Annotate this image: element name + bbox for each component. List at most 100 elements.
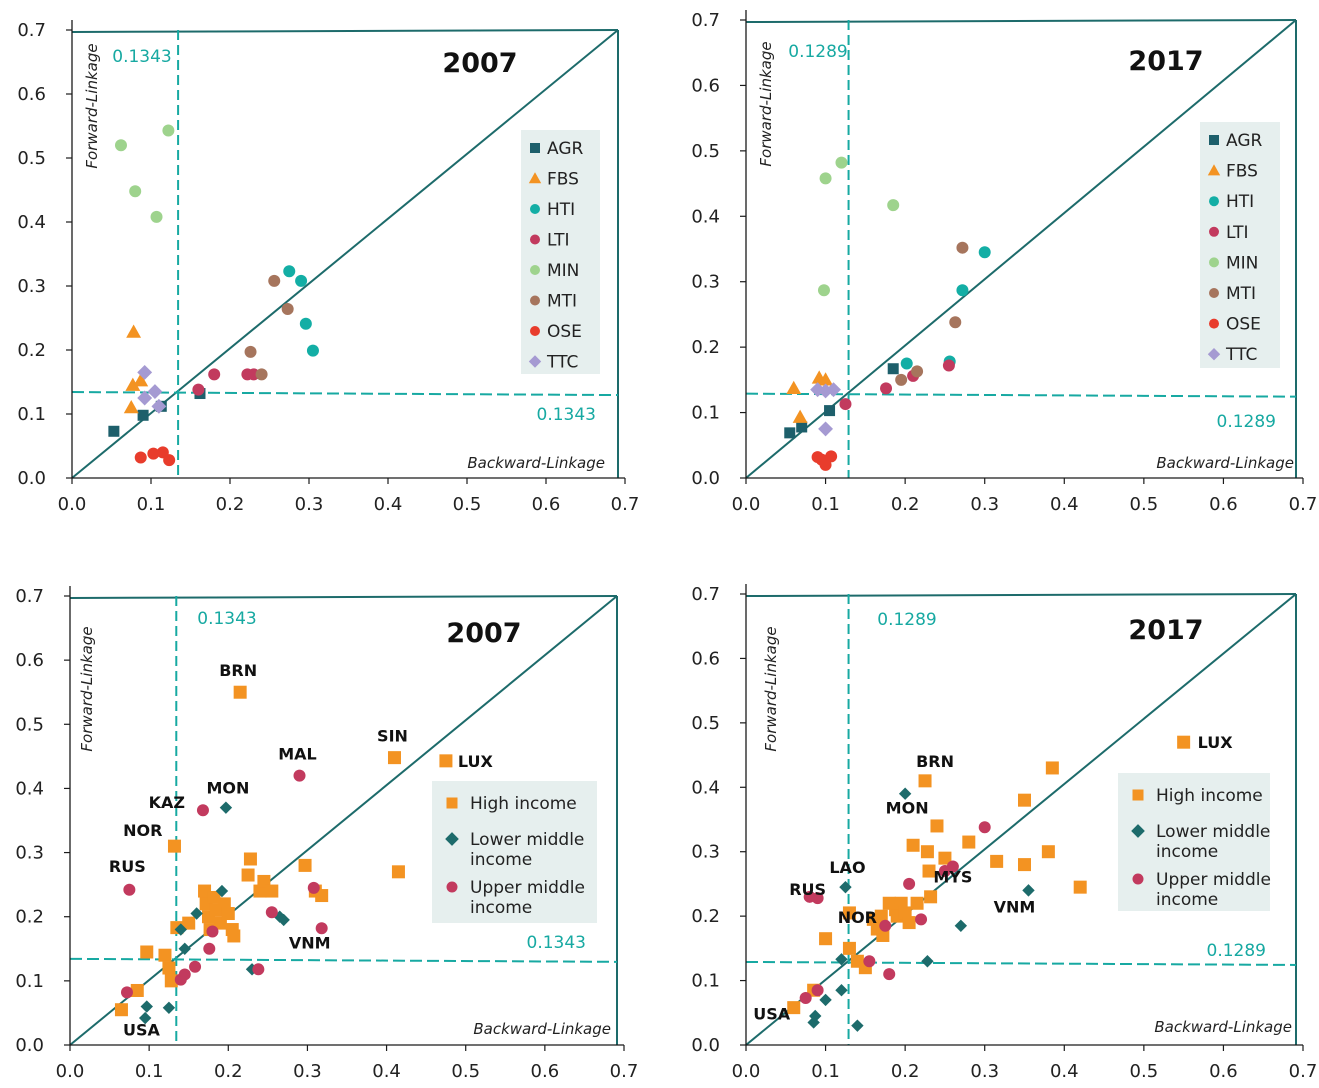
legend-marker-lower-middle-income: [445, 832, 459, 846]
x-tick-label: 0.5: [451, 1061, 480, 1082]
y-tick-label: 0.6: [15, 650, 44, 671]
data-point-lower-middle-income: [162, 1001, 176, 1014]
data-point-lower-middle-income: [219, 801, 233, 814]
y-tick-label: 0.0: [15, 1035, 44, 1056]
data-point-upper-middle-income: [189, 960, 202, 973]
data-point-lti: [839, 398, 852, 411]
x-tick-label: 0.3: [295, 494, 324, 515]
data-point-high-income: [140, 945, 154, 959]
data-point-mti: [244, 345, 257, 358]
x-tick-label: 0.1: [135, 1061, 164, 1082]
x-tick-label: 0.5: [453, 494, 482, 515]
series-fbs: [786, 370, 834, 423]
series-upper-middle-income: [799, 821, 991, 1004]
data-point-ttc: [147, 384, 163, 400]
chart-title: 2007: [442, 48, 517, 79]
plot-frame-top: [69, 595, 618, 599]
data-point-lower-middle-income: [190, 907, 203, 920]
series-min: [817, 156, 900, 297]
x-tick-label: 0.2: [891, 1061, 920, 1082]
country-label-vnm: VNM: [289, 933, 331, 952]
data-point-fbs: [792, 409, 808, 423]
country-label-sin: SIN: [377, 727, 408, 746]
chart-title: 2007: [446, 618, 521, 649]
data-point-min: [129, 185, 142, 198]
threshold-horizontal-line: [745, 960, 1297, 966]
data-point-agr: [108, 425, 120, 437]
data-point-high-income: [130, 983, 144, 997]
data-point-high-income: [842, 941, 856, 955]
country-label-mys: MYS: [933, 868, 972, 887]
data-point-fbs: [126, 324, 142, 338]
legend-label-fbs: FBS: [547, 170, 579, 190]
legend-label-lti: LTI: [547, 231, 570, 251]
plot-frame-top: [745, 19, 1297, 23]
x-tick-label: 0.1: [137, 494, 166, 515]
legend-label-ttc: TTC: [546, 353, 578, 373]
data-point-high-income: [990, 854, 1004, 868]
diagonal-line: [745, 593, 1297, 1046]
data-point-high-income: [265, 884, 279, 898]
legend-marker-fbs: [1207, 164, 1221, 176]
x-tick-label: 0.2: [891, 494, 920, 515]
legend-label-agr: AGR: [1226, 131, 1263, 151]
data-point-lower-middle-income: [277, 913, 290, 927]
data-point-lower-middle-income: [140, 1000, 153, 1013]
country-label-nor: NOR: [123, 821, 162, 840]
country-label-kaz: KAZ: [149, 793, 185, 812]
legend-background: [432, 781, 597, 923]
data-point-high-income: [924, 890, 938, 904]
diagonal-line: [69, 595, 618, 1046]
data-point-hti: [900, 357, 913, 370]
data-point-lower-middle-income: [1022, 884, 1035, 897]
data-point-high-income: [1177, 735, 1191, 749]
legend-marker-high-income: [1132, 789, 1144, 801]
data-point-fbs: [818, 372, 834, 386]
threshold-label-vertical: 0.1343: [112, 47, 171, 67]
series-lower-middle-income: [138, 801, 290, 1025]
data-point-high-income: [922, 864, 936, 878]
data-point-high-income: [906, 838, 920, 852]
legend-label-lower-middle-income: Lower middle income: [1156, 822, 1270, 862]
data-point-lower-middle-income: [898, 787, 912, 800]
data-point-mti: [956, 241, 969, 254]
legend-marker-high-income: [446, 797, 458, 809]
data-point-upper-middle-income: [252, 963, 265, 976]
data-point-high-income: [241, 868, 255, 882]
y-tick-label: 0.6: [17, 84, 46, 105]
data-point-upper-middle-income: [178, 968, 191, 981]
data-point-mti: [268, 274, 281, 287]
legend-marker-hti: [530, 204, 540, 214]
data-point-high-income: [182, 916, 196, 930]
data-point-ttc: [818, 421, 834, 437]
legend-marker-agr: [1209, 135, 1219, 145]
y-tick-label: 0.2: [17, 340, 46, 361]
chart-legend: AGR FBS HTI LTI MIN MTI OSE TTC: [521, 130, 600, 374]
y-tick-label: 0.0: [17, 468, 46, 489]
threshold-horizontal-line: [71, 391, 619, 397]
series-agr: [784, 363, 899, 439]
legend-label-hti: HTI: [547, 200, 575, 220]
data-point-upper-middle-income: [978, 821, 991, 834]
chart-legend: High income Lower middle income Upper middl…: [432, 781, 597, 923]
x-tick-label: 0.6: [1209, 494, 1238, 515]
series-high-income: [114, 685, 453, 1017]
chart-title: 2017: [1128, 615, 1203, 646]
data-point-high-income: [842, 906, 856, 920]
data-point-ose: [163, 454, 176, 467]
x-tick-label: 0.0: [732, 1061, 761, 1082]
data-point-upper-middle-income: [811, 984, 824, 997]
data-point-high-income: [962, 835, 976, 849]
y-axis-title: Forward-Linkage: [83, 43, 101, 168]
y-tick-label: 0.4: [691, 777, 720, 798]
data-point-high-income: [918, 774, 932, 788]
x-axis-title: Backward-Linkage: [473, 1020, 611, 1038]
data-point-high-income: [221, 907, 235, 921]
series-mti: [244, 274, 294, 381]
threshold-horizontal-line: [745, 392, 1297, 398]
data-point-hti: [978, 246, 991, 259]
data-point-high-income: [162, 961, 176, 975]
data-point-upper-middle-income: [879, 919, 892, 932]
data-point-fbs: [133, 373, 149, 387]
